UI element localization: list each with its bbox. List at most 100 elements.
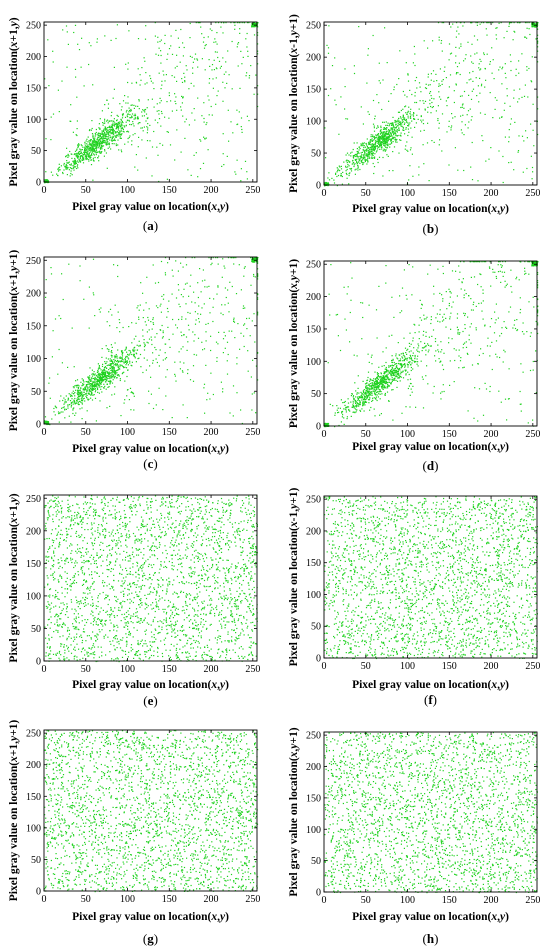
data-point bbox=[468, 334, 470, 336]
data-point bbox=[170, 35, 172, 37]
data-point bbox=[95, 152, 97, 154]
data-point bbox=[369, 150, 371, 152]
data-point bbox=[363, 162, 365, 164]
data-point bbox=[191, 301, 193, 303]
data-point bbox=[174, 373, 176, 375]
data-point bbox=[96, 387, 99, 389]
data-point bbox=[78, 396, 80, 398]
data-point bbox=[54, 318, 57, 320]
data-point bbox=[371, 156, 373, 158]
data-point bbox=[116, 125, 118, 127]
x-tick-label: 250 bbox=[245, 185, 260, 196]
data-point bbox=[77, 390, 79, 392]
data-point bbox=[415, 76, 418, 79]
data-point bbox=[105, 143, 107, 145]
data-point bbox=[531, 56, 533, 58]
data-point bbox=[122, 360, 124, 363]
data-point bbox=[432, 106, 434, 108]
data-point bbox=[456, 317, 458, 319]
data-point bbox=[90, 156, 92, 159]
data-point bbox=[191, 56, 193, 58]
data-point bbox=[52, 113, 55, 115]
data-point bbox=[431, 106, 433, 109]
data-point bbox=[358, 156, 360, 158]
data-point bbox=[490, 285, 492, 287]
data-point bbox=[78, 49, 81, 51]
data-point bbox=[108, 371, 110, 373]
data-point bbox=[391, 361, 393, 363]
data-point bbox=[130, 108, 132, 111]
data-point bbox=[95, 154, 97, 156]
data-point bbox=[384, 128, 387, 130]
data-point bbox=[383, 140, 385, 142]
data-point bbox=[382, 128, 385, 130]
data-point bbox=[390, 138, 392, 140]
data-point bbox=[347, 402, 350, 404]
data-point bbox=[508, 162, 510, 164]
data-point bbox=[469, 326, 471, 328]
data-point bbox=[82, 379, 84, 381]
data-point bbox=[176, 109, 178, 111]
data-point bbox=[214, 51, 216, 53]
data-point bbox=[216, 68, 218, 70]
data-point bbox=[489, 261, 491, 263]
data-point bbox=[368, 156, 370, 158]
data-point bbox=[247, 50, 249, 52]
data-point bbox=[141, 139, 143, 141]
x-tick-label: 100 bbox=[120, 185, 135, 196]
data-point bbox=[97, 391, 99, 393]
data-point bbox=[84, 146, 86, 148]
data-point bbox=[411, 120, 413, 122]
data-point bbox=[104, 150, 106, 152]
data-point bbox=[394, 139, 396, 141]
data-point bbox=[176, 65, 178, 67]
data-point bbox=[160, 54, 162, 57]
data-point bbox=[136, 349, 138, 351]
data-point bbox=[99, 386, 101, 388]
data-point bbox=[144, 38, 147, 40]
data-point bbox=[432, 40, 434, 42]
data-point bbox=[367, 157, 369, 159]
data-point bbox=[112, 363, 115, 365]
data-point bbox=[240, 409, 242, 411]
data-point bbox=[245, 38, 247, 40]
data-point bbox=[489, 61, 491, 63]
data-point bbox=[248, 77, 250, 79]
data-point bbox=[102, 379, 104, 381]
data-point bbox=[88, 63, 90, 66]
data-point bbox=[257, 63, 259, 65]
data-point bbox=[58, 315, 60, 317]
data-point bbox=[383, 128, 385, 130]
data-point bbox=[177, 37, 179, 39]
data-point bbox=[441, 80, 443, 82]
data-point bbox=[88, 160, 90, 162]
data-point bbox=[384, 386, 386, 388]
data-point bbox=[122, 326, 124, 329]
data-point bbox=[257, 273, 259, 275]
data-point bbox=[171, 110, 173, 112]
data-point bbox=[113, 132, 115, 134]
data-point bbox=[425, 349, 427, 351]
data-point bbox=[369, 385, 371, 387]
data-point bbox=[102, 363, 104, 365]
data-point bbox=[461, 95, 463, 97]
data-point bbox=[401, 119, 403, 121]
data-point bbox=[343, 161, 345, 163]
data-point bbox=[368, 152, 370, 154]
data-point bbox=[233, 319, 235, 321]
data-point bbox=[517, 150, 520, 152]
data-point bbox=[63, 162, 65, 165]
data-point bbox=[331, 177, 333, 179]
data-point bbox=[383, 139, 385, 141]
data-point bbox=[528, 22, 530, 24]
data-point bbox=[234, 171, 236, 173]
data-point bbox=[187, 324, 190, 326]
data-point bbox=[348, 408, 350, 411]
data-point bbox=[95, 378, 97, 380]
data-point bbox=[100, 374, 103, 376]
data-point bbox=[113, 393, 116, 395]
data-point bbox=[160, 50, 162, 52]
data-point bbox=[387, 143, 389, 145]
y-tick-label: 100 bbox=[306, 117, 321, 128]
data-point bbox=[49, 424, 51, 426]
